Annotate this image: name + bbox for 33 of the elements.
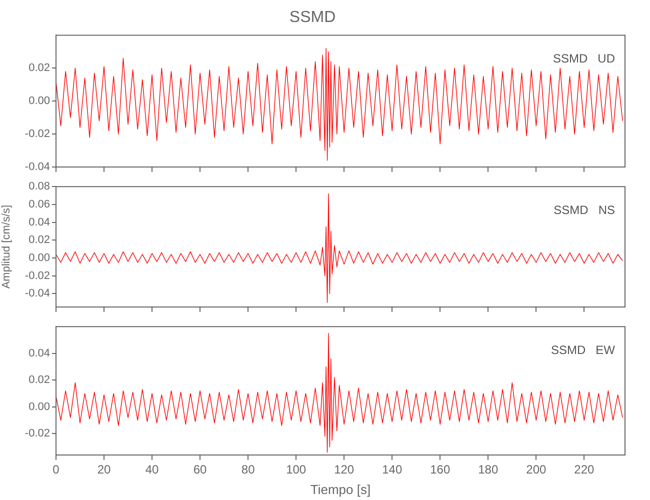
x-axis-title: Tiempo [s] [310, 482, 371, 497]
y-tick-label: 0.00 [28, 400, 50, 413]
x-tick-label: 120 [334, 462, 354, 477]
x-tick-label: 60 [193, 462, 208, 477]
annotation: SSMD UD [552, 52, 616, 66]
x-tick-label: 220 [574, 462, 595, 477]
x-tick-label: 180 [478, 462, 498, 477]
x-tick-label: 160 [430, 462, 450, 477]
y-tick-label: 0.04 [28, 347, 50, 360]
x-tick-label: 140 [382, 462, 402, 477]
y-axis-title: Amplitud [cm/s/s] [0, 204, 13, 289]
y-tick-label: 0.04 [28, 216, 50, 228]
y-tick-label: 0.02 [28, 374, 50, 386]
y-tick-label: -0.02 [24, 270, 50, 282]
y-tick-label: 0.00 [28, 95, 50, 108]
y-tick-label: 0.06 [28, 198, 50, 210]
x-tick-label: 200 [526, 462, 546, 477]
x-tick-label: 100 [286, 462, 306, 477]
y-tick-label: 0.02 [28, 234, 50, 246]
annotation: SSMD EW [550, 342, 616, 357]
x-tick-label: 20 [97, 462, 112, 477]
y-tick-label: 0.08 [28, 180, 50, 193]
y-tick-label: -0.04 [24, 288, 50, 300]
x-tick-label: 80 [241, 462, 256, 477]
y-tick-label: -0.04 [24, 161, 50, 174]
x-tick-label: 0 [52, 462, 60, 477]
y-tick-label: -0.02 [24, 428, 50, 440]
y-tick-label: -0.02 [24, 128, 50, 140]
chart-title: SSMD [289, 9, 336, 26]
y-tick-label: 0.00 [28, 252, 50, 264]
annotation: SSMD NS [554, 202, 615, 217]
y-tick-label: 0.02 [28, 62, 50, 74]
x-tick-label: 40 [145, 462, 160, 477]
